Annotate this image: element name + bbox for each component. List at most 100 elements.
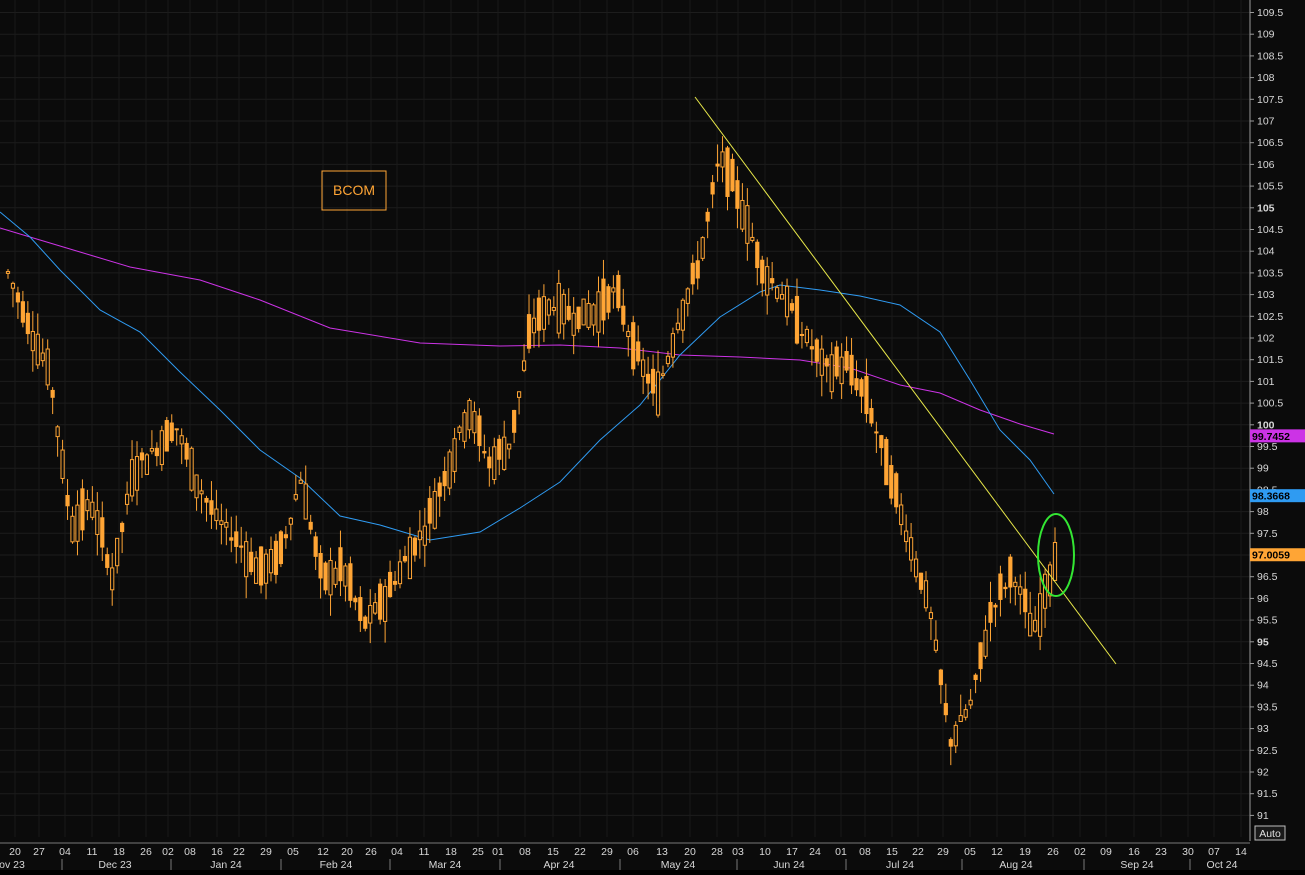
candle-body (487, 456, 492, 469)
candle-body (139, 452, 145, 461)
candle-body (472, 411, 477, 434)
y-tick-label: 96 (1257, 593, 1269, 605)
candle-body (75, 504, 80, 542)
candle-body (120, 522, 125, 533)
candle-body (194, 474, 199, 499)
candle-body (204, 497, 209, 503)
candle-body (278, 531, 284, 565)
candle-body (591, 304, 596, 326)
candle-body (283, 534, 288, 539)
candle-body (839, 356, 844, 385)
candle-body (383, 586, 388, 622)
candle-body (338, 547, 343, 582)
y-tick-label: 105 (1257, 202, 1275, 214)
candle-body (789, 303, 795, 311)
x-month-label: Sep 24 (1120, 859, 1153, 870)
y-tick-label: 100 (1257, 419, 1275, 431)
candle-body (239, 545, 244, 548)
ma-short-line (0, 211, 1055, 541)
candle-body (536, 297, 542, 331)
candle-body (750, 236, 755, 241)
candle-body (437, 482, 442, 497)
candle-body (214, 508, 219, 522)
x-day-label: 08 (859, 846, 871, 858)
x-day-label: 08 (184, 846, 196, 858)
candle-body (174, 428, 179, 431)
candle-body (1013, 581, 1018, 588)
candle-body (273, 540, 279, 575)
y-tick-label: 104 (1257, 246, 1275, 258)
x-day-label: 05 (964, 846, 976, 858)
candle-body (844, 351, 849, 371)
candle-body (953, 724, 958, 747)
candle-body (765, 266, 770, 296)
x-month-label: Aug 24 (999, 859, 1032, 870)
y-tick-label: 109 (1257, 29, 1275, 41)
x-month-label: ov 23 (0, 859, 25, 870)
y-tick-label: 102 (1257, 333, 1275, 345)
auto-scale-button[interactable] (1254, 825, 1286, 841)
x-day-label: 20 (341, 846, 353, 858)
candle-body (412, 537, 417, 556)
candle-body (378, 583, 383, 620)
y-tick-label: 100.5 (1257, 398, 1283, 410)
y-tick-label: 97.5 (1257, 528, 1278, 540)
candle-body (899, 504, 904, 526)
candle-body (809, 346, 814, 350)
x-day-label: 15 (886, 846, 898, 858)
x-day-label: 02 (1074, 846, 1086, 858)
candle-body (15, 292, 21, 303)
candle-body (373, 602, 378, 614)
candle-body (124, 493, 130, 505)
x-month-label: Apr 24 (544, 859, 575, 870)
y-tick-label: 92.5 (1257, 745, 1278, 757)
candle-body (462, 412, 467, 442)
candle-body (685, 288, 690, 304)
y-tick-label: 91 (1257, 810, 1269, 822)
x-day-label: 26 (1047, 846, 1059, 858)
candle-body (889, 465, 894, 499)
y-tick-label: 107 (1257, 116, 1275, 128)
candle-body (333, 567, 338, 585)
candle-body (427, 497, 432, 524)
candle-body (611, 287, 616, 293)
y-tick-label: 94.5 (1257, 658, 1278, 670)
candle-body (502, 436, 507, 470)
x-day-label: 18 (445, 846, 457, 858)
candle-body (1052, 542, 1058, 581)
y-tick-label: 95.5 (1257, 615, 1278, 627)
y-tick-label: 96.5 (1257, 571, 1278, 583)
x-day-label: 29 (937, 846, 949, 858)
candle-body (323, 562, 328, 591)
candle-body (993, 604, 998, 608)
candle-body (601, 278, 606, 321)
x-day-label: 26 (140, 846, 152, 858)
candle-body (918, 572, 924, 590)
last-price-label: 97.0059 (1252, 550, 1290, 562)
ma-long-value-label: 99.7452 (1252, 431, 1290, 443)
candle-body (680, 299, 685, 331)
candle-body (571, 312, 576, 336)
x-day-label: 20 (684, 846, 696, 858)
candle-body (159, 430, 164, 466)
x-day-label: 13 (656, 846, 668, 858)
candle-body (512, 409, 517, 433)
x-day-label: 09 (1100, 846, 1112, 858)
candle-body (710, 182, 715, 195)
candle-body (1003, 586, 1008, 590)
candle-body (402, 556, 408, 562)
x-day-label: 22 (233, 846, 245, 858)
candle-body (482, 451, 487, 454)
candle-body (665, 355, 671, 365)
x-day-label: 02 (162, 846, 174, 858)
candle-body (95, 510, 100, 535)
candle-body (775, 287, 780, 299)
x-month-label: Oct 24 (1207, 859, 1238, 870)
y-tick-label: 103.5 (1257, 267, 1283, 279)
candle-body (849, 354, 854, 386)
candle-body (268, 548, 274, 574)
candle-body (313, 536, 318, 557)
x-month-label: Jul 24 (886, 859, 914, 870)
candle-body (819, 348, 824, 376)
